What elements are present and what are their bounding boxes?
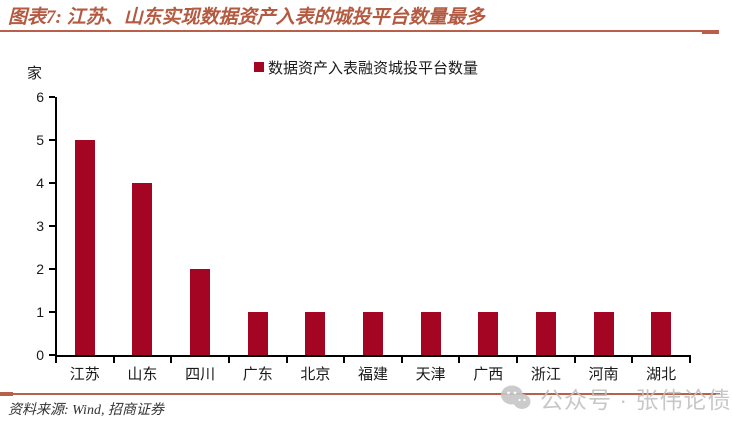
x-axis-tick	[516, 357, 519, 363]
x-axis-label: 山东	[127, 366, 158, 383]
y-axis-tick-label: 4	[36, 175, 44, 191]
x-axis-tick	[400, 357, 403, 363]
bar-天津	[420, 312, 441, 355]
y-axis-unit-label: 家	[27, 65, 43, 82]
figure-title: 图表7: 江苏、山东实现数据资产入表的城投平台数量最多	[8, 7, 485, 28]
x-axis-label: 河南	[588, 366, 619, 383]
title-rule	[0, 30, 719, 32]
x-axis-tick	[227, 357, 230, 363]
legend-marker-square	[253, 62, 264, 72]
y-axis-tick	[49, 354, 55, 356]
x-axis-line	[55, 355, 691, 357]
footer-rule	[0, 393, 720, 395]
x-axis-tick	[55, 357, 57, 363]
source-note: 资料来源: Wind, 招商证券	[8, 403, 164, 418]
y-axis-tick-label: 0	[36, 347, 44, 363]
x-axis-tick	[285, 357, 288, 363]
bar-四川	[190, 269, 211, 355]
y-axis-tick	[49, 268, 55, 270]
x-axis-tick	[631, 357, 634, 363]
x-axis-label: 广东	[242, 366, 273, 383]
x-axis-label: 四川	[185, 366, 216, 383]
bar-广西	[478, 312, 499, 355]
bar-浙江	[535, 312, 556, 355]
x-axis-label: 湖北	[646, 366, 677, 383]
footer-rule-end	[0, 392, 13, 396]
y-axis-tick	[49, 96, 55, 98]
bar-河南	[593, 312, 614, 355]
x-axis-label: 天津	[415, 366, 446, 383]
x-axis-label: 浙江	[530, 366, 561, 383]
x-axis-tick	[689, 357, 691, 363]
x-axis-tick	[458, 357, 461, 363]
y-axis-tick-label: 5	[36, 132, 44, 148]
bar-福建	[363, 312, 383, 355]
bar-山东	[132, 183, 153, 355]
y-axis-tick	[49, 182, 55, 184]
chart-legend: 数据资产入表融资城投平台数量	[0, 57, 732, 77]
y-axis-tick	[49, 139, 55, 141]
bar-江苏	[74, 140, 95, 355]
bar-湖北	[651, 312, 672, 355]
legend-label: 数据资产入表融资城投平台数量	[267, 59, 478, 77]
y-axis-tick-label: 1	[36, 304, 44, 320]
y-axis-tick	[49, 311, 55, 313]
watermark-text: 公众号 · 张伟论债	[540, 387, 732, 413]
y-axis-tick-label: 2	[36, 261, 44, 277]
x-axis-tick	[573, 357, 576, 363]
y-axis-line	[55, 97, 57, 357]
watermark: 公众号 · 张伟论债	[500, 381, 731, 415]
y-axis-tick	[49, 225, 55, 227]
x-axis-tick	[112, 357, 115, 363]
bar-北京	[305, 312, 326, 355]
y-axis-tick-label: 6	[36, 89, 44, 105]
x-axis-tick	[170, 357, 173, 363]
y-axis-tick-label: 3	[36, 218, 44, 234]
x-axis-label: 北京	[300, 366, 331, 383]
x-axis-label: 广西	[473, 366, 504, 383]
bar-广东	[247, 312, 268, 355]
x-axis-label: 福建	[357, 366, 388, 383]
wechat-icon	[500, 384, 532, 412]
title-rule-end	[702, 30, 719, 34]
x-axis-tick	[343, 357, 346, 363]
x-axis-label: 江苏	[69, 366, 100, 383]
